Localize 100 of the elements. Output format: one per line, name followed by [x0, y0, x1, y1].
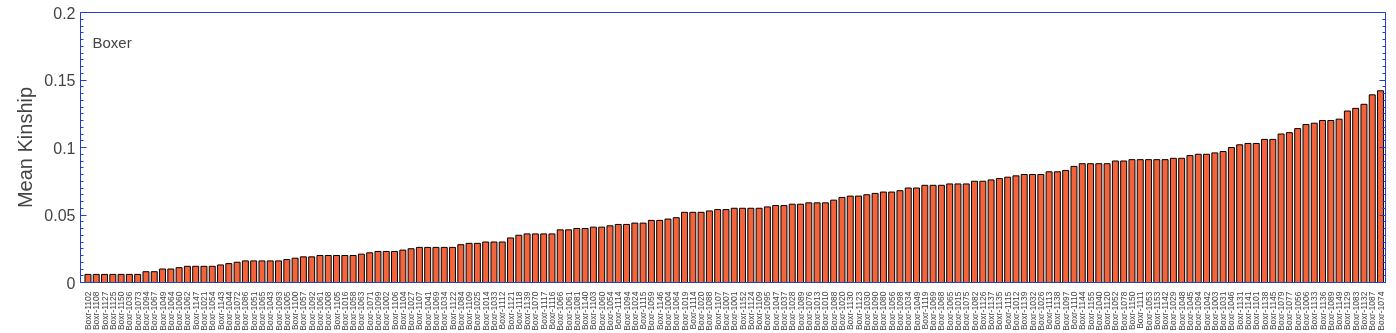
x-tick-label: Boxr-1153 [1151, 291, 1162, 331]
x-tick-label: Boxr-1133 [1309, 291, 1320, 331]
y-tick-label: 0 [66, 274, 76, 292]
x-tick-label: Boxr-1078 [1118, 291, 1129, 331]
x-tick-label: Boxr-1048 [1176, 291, 1187, 331]
x-tick-label: Boxr-1112 [497, 291, 508, 330]
x-tick-label: Boxr-1109 [464, 291, 475, 331]
y-axis-title: Mean Kinship [14, 86, 37, 209]
x-tick-label: Boxr-1115 [638, 291, 649, 330]
x-tick-label: Boxr-1075 [961, 291, 972, 331]
y-tick-label: 0.15 [44, 72, 76, 89]
x-tick-label: Boxr-1061 [563, 291, 574, 331]
x-tick-label: Boxr-1065 [944, 291, 955, 331]
x-tick-label: Boxr-1140 [580, 291, 591, 331]
x-tick-label: Boxr-1031 [1218, 291, 1229, 331]
x-tick-label: Boxr-1059 [646, 291, 657, 331]
x-tick-label: Boxr-1053 [1143, 291, 1154, 331]
x-tick-label: Boxr-1083 [1350, 291, 1361, 331]
x-tick-label: Boxr-1088 [704, 291, 715, 331]
x-tick-label: Boxr-1064 [671, 291, 682, 331]
x-tick-label: Boxr-1008 [323, 291, 334, 331]
x-tick-label: Boxr-1103 [588, 291, 599, 331]
x-tick-label: Boxr-1056 [886, 291, 897, 331]
x-tick-label: Boxr-1104 [397, 291, 408, 331]
x-tick-label: Boxr-1089 [1325, 291, 1336, 331]
x-tick-label: Boxr-1144 [1077, 291, 1088, 331]
x-tick-label: Boxr-1028 [787, 291, 798, 331]
x-tick-label: Boxr-1150 [116, 291, 127, 331]
x-tick-label: Boxr-1065 [256, 291, 267, 331]
x-tick-label: Boxr-1029 [1168, 291, 1179, 331]
x-tick-label: Boxr-1145 [1267, 291, 1278, 331]
x-tick-label: Boxr-1034 [439, 291, 450, 331]
x-tick-label: Boxr-1061 [314, 291, 325, 331]
x-tick-label: Boxr-1082 [969, 291, 980, 331]
x-tick-label: Boxr-1049 [911, 291, 922, 331]
x-tick-label: Boxr-1138 [1259, 291, 1270, 331]
x-tick-label: Boxr-1067 [149, 291, 160, 331]
x-tick-label: Boxr-1139 [522, 291, 533, 331]
x-tick-label: Boxr-1025 [472, 291, 483, 331]
x-tick-label: Boxr-1147 [190, 291, 201, 331]
y-tick-label: 0.05 [44, 207, 76, 224]
x-tick-label: Boxr-1132 [1358, 291, 1369, 331]
x-tick-label: Boxr-1109 [754, 291, 765, 331]
x-tick-label: Boxr-1079 [1276, 291, 1287, 331]
x-tick-label: Boxr-1041 [422, 291, 433, 331]
x-tick-label: Boxr-1072 [232, 291, 243, 331]
x-tick-label: Boxr-1045 [1184, 291, 1195, 331]
x-tick-label: Boxr-1126 [977, 291, 988, 331]
x-tick-label: Boxr-1036 [124, 291, 135, 331]
x-tick-label: Boxr-1117 [538, 291, 549, 330]
x-tick-label: Boxr-1119 [919, 291, 930, 330]
x-tick-label: Boxr-1100 [290, 291, 301, 331]
x-tick-label: Boxr-1032 [1027, 291, 1038, 331]
x-tick-label: Boxr-1107 [414, 291, 425, 331]
x-tick-label: Boxr-1081 [571, 291, 582, 331]
x-tick-label: Boxr-1021 [198, 291, 209, 331]
y-tick-label: 0.1 [53, 139, 76, 157]
x-tick-label: Boxr-1069 [430, 291, 441, 331]
x-tick-label: Boxr-1138 [1052, 291, 1063, 331]
x-tick-label: Boxr-1006 [1300, 291, 1311, 331]
x-tick-label: Boxr-1062 [182, 291, 193, 331]
x-tick-label: Boxr-1137 [986, 291, 997, 331]
x-tick-label: Boxr-1069 [928, 291, 939, 331]
x-tick-label: Boxr-1080 [878, 291, 889, 331]
x-tick-label: Boxr-1131 [1234, 291, 1245, 331]
x-tick-label: Boxr-1113 [1044, 291, 1055, 330]
x-tick-label: Boxr-1027 [406, 291, 417, 331]
x-tick-label: Boxr-1051 [248, 291, 259, 331]
x-tick-label: Boxr-1016 [339, 291, 350, 331]
x-tick-label: Boxr-1052 [1110, 291, 1121, 331]
x-tick-label: Boxr-1047 [770, 291, 781, 331]
x-tick-label: Boxr-1108 [91, 291, 102, 331]
x-tick-label: Boxr-1001 [729, 291, 740, 331]
x-tick-label: Boxr-1139 [1019, 291, 1030, 331]
x-tick-label: Boxr-1058 [348, 291, 359, 331]
x-tick-label: Boxr-1014 [480, 291, 491, 331]
x-tick-label: Boxr-1094 [621, 291, 632, 331]
x-tick-label: Boxr-1098 [894, 291, 905, 331]
x-tick-label: Boxr-1002 [381, 291, 392, 331]
x-tick-label: Boxr-1007 [720, 291, 731, 331]
x-tick-label: Boxr-1094 [1193, 291, 1204, 331]
x-tick-label: Boxr-1136 [1317, 291, 1328, 331]
x-tick-label: Boxr-1142 [1160, 291, 1171, 331]
x-tick-label: Boxr-1122 [447, 291, 458, 331]
x-tick-label: Boxr-1074 [1375, 291, 1386, 331]
x-tick-label: Boxr-1034 [903, 291, 914, 331]
x-tick-label: Boxr-1042 [1201, 291, 1212, 331]
annotation: Boxer [92, 33, 132, 51]
x-tick-label: Boxr-1123 [853, 291, 864, 331]
x-tick-label: Boxr-1066 [555, 291, 566, 331]
x-tick-label: Boxr-1152 [737, 291, 748, 331]
x-tick-label: Boxr-1129 [1342, 291, 1353, 331]
x-tick-label: Boxr-1106 [389, 291, 400, 331]
x-tick-label: Boxr-1054 [207, 291, 218, 331]
x-tick-label: Boxr-1033 [488, 291, 499, 331]
x-tick-label: Boxr-1037 [778, 291, 789, 331]
x-tick-label: Boxr-1043 [265, 291, 276, 331]
x-tick-label: Boxr-1005 [281, 291, 292, 331]
x-tick-label: Boxr-1118 [513, 291, 524, 330]
x-tick-label: Boxr-1013 [812, 291, 823, 331]
